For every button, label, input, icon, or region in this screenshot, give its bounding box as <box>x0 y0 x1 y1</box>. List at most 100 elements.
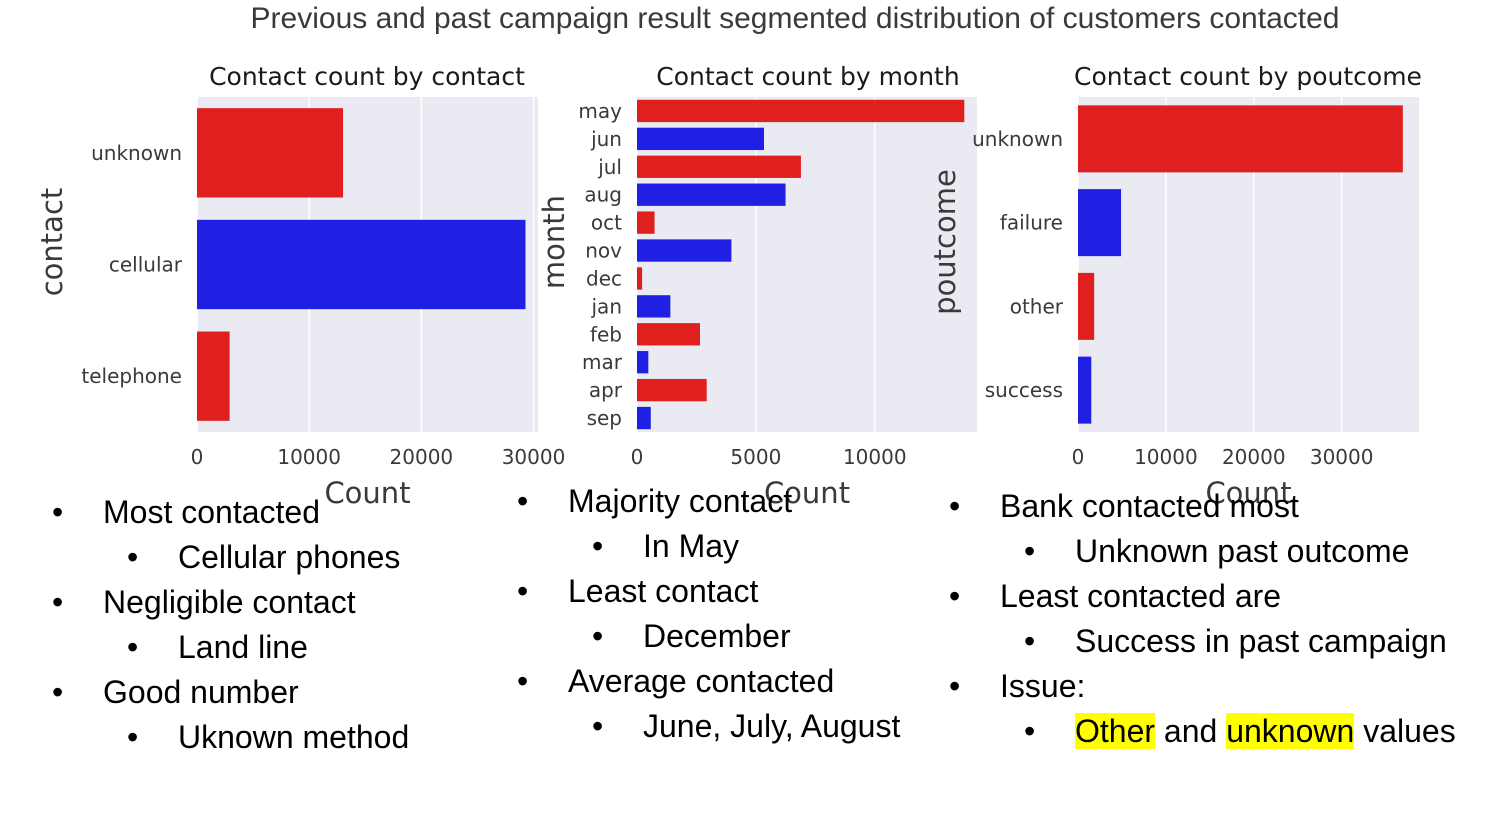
chart-poutcome: 0 10000 20000 30000 unknown failure other succe… <box>928 62 1422 510</box>
bullet-item: • Bank contacted most <box>949 484 1499 529</box>
y-tick-label: jan <box>591 294 623 318</box>
y-tick-label: jul <box>597 155 622 179</box>
x-tick-label: 0 <box>1072 445 1085 469</box>
y-tick-label: apr <box>589 378 623 402</box>
sub-bullet-item: • In May <box>517 524 947 569</box>
chart-title: Contact count by contact <box>209 62 525 91</box>
y-tick-label: telephone <box>81 364 182 388</box>
bullet-text: Most contacted <box>103 494 320 530</box>
y-axis-label: contact <box>35 188 69 297</box>
bar-unknown <box>197 108 344 198</box>
y-tick-label: oct <box>591 211 622 235</box>
y-tick-label: may <box>578 99 622 123</box>
bullet-icon: • <box>1024 533 1036 569</box>
bar-sep <box>637 406 651 430</box>
sub-bullet-item: • Cellular phones <box>52 535 492 580</box>
x-tick-label: 10000 <box>1134 445 1198 469</box>
y-tick-label: success <box>985 378 1063 402</box>
text-span: values <box>1354 713 1456 749</box>
y-axis-label: poutcome <box>928 169 962 315</box>
chart-title: Contact count by month <box>656 62 959 91</box>
chart-title: Contact count by poutcome <box>1074 62 1422 91</box>
bullet-text: Least contacted are <box>1000 578 1282 614</box>
bar-unknown <box>1078 105 1403 173</box>
sub-bullet-item: • Unknown past outcome <box>949 529 1499 574</box>
bullet-text: Land line <box>178 629 308 665</box>
bullet-text: Other and unknown values <box>1075 709 1456 754</box>
highlighted-text: Other <box>1075 713 1156 749</box>
bullet-text: Issue: <box>1000 668 1086 704</box>
page-title: Previous and past campaign result segmen… <box>250 2 1340 35</box>
y-tick-label: other <box>1010 294 1064 318</box>
x-axis-label: Count <box>324 476 410 510</box>
bar-success <box>1078 356 1092 424</box>
bullet-item: • Negligible contact <box>52 580 492 625</box>
notes-contact: • Most contacted • Cellular phones • Negligib… <box>52 490 492 760</box>
y-tick-label: unknown <box>972 127 1063 151</box>
bullet-icon: • <box>592 528 604 564</box>
bar-nov <box>637 239 732 262</box>
bullet-icon: • <box>517 573 529 609</box>
bullet-item: • Most contacted <box>52 490 492 535</box>
y-axis-label: month <box>537 195 571 289</box>
chart-contact: 0 10000 20000 30000 unknown cellular telephone… <box>35 62 565 510</box>
x-tick-label: 10000 <box>277 445 341 469</box>
bullet-icon: • <box>517 483 529 519</box>
bullet-text: In May <box>643 528 740 564</box>
notes-month: • Majority contact • In May • Least contact • D… <box>517 479 947 749</box>
bullet-text: Least contact <box>568 573 759 609</box>
x-tick-label: 30000 <box>1310 445 1374 469</box>
bullet-icon: • <box>52 674 64 710</box>
sub-bullet-item: • December <box>517 614 947 659</box>
bullet-icon: • <box>127 629 139 665</box>
bullet-item: • Least contact <box>517 569 947 614</box>
bar-cellular <box>197 219 526 310</box>
y-tick-label: mar <box>582 350 623 374</box>
bullet-item: • Issue: <box>949 664 1499 709</box>
bar-jan <box>637 295 671 318</box>
y-tick-label: nov <box>585 239 622 263</box>
y-tick-label: failure <box>1000 211 1063 235</box>
bullet-item: • Average contacted <box>517 659 947 704</box>
bar-oct <box>637 211 655 234</box>
y-tick-label: unknown <box>91 141 182 165</box>
bullet-icon: • <box>127 539 139 575</box>
y-tick-label: dec <box>586 266 622 290</box>
text-span: and <box>1155 713 1227 749</box>
bullet-icon: • <box>949 668 961 704</box>
bar-other <box>1078 272 1095 340</box>
y-tick-label: aug <box>584 183 622 207</box>
bullet-icon: • <box>127 719 139 755</box>
bullet-text: Good number <box>103 674 299 710</box>
x-axis-label: Count <box>1205 476 1291 510</box>
bar-feb <box>637 323 700 346</box>
bullet-text: Unknown past outcome <box>1075 533 1410 569</box>
chart-month: 0 5000 10000 may jun jul aug oct nov dec jan feb mar… <box>537 62 977 510</box>
bullet-icon: • <box>517 663 529 699</box>
x-tick-label: 5000 <box>730 445 781 469</box>
bullet-text: Uknown method <box>178 719 410 755</box>
bullet-icon: • <box>949 578 961 614</box>
sub-bullet-item: • Other and unknown values <box>949 709 1499 754</box>
y-tick-label: feb <box>590 322 622 346</box>
y-tick-label: sep <box>587 406 622 430</box>
bullet-text: Success in past campaign <box>1075 623 1447 659</box>
bullet-icon: • <box>52 584 64 620</box>
plot-area <box>637 97 977 432</box>
bullet-text: Bank contacted most <box>1000 488 1299 524</box>
bullet-text: Negligible contact <box>103 584 356 620</box>
x-tick-label: 20000 <box>390 445 454 469</box>
bullet-item: • Good number <box>52 670 492 715</box>
sub-bullet-item: • Land line <box>52 625 492 670</box>
bullet-icon: • <box>1024 713 1036 749</box>
sub-bullet-item: • Uknown method <box>52 715 492 760</box>
bar-may <box>637 99 965 123</box>
bar-jul <box>637 155 801 178</box>
bullet-text: Average contacted <box>568 663 835 699</box>
bar-telephone <box>197 331 230 421</box>
bullet-icon: • <box>592 618 604 654</box>
y-tick-label: cellular <box>109 253 183 277</box>
bar-mar <box>637 351 649 374</box>
sub-bullet-item: • Success in past campaign <box>949 619 1499 664</box>
bar-jun <box>637 127 764 151</box>
